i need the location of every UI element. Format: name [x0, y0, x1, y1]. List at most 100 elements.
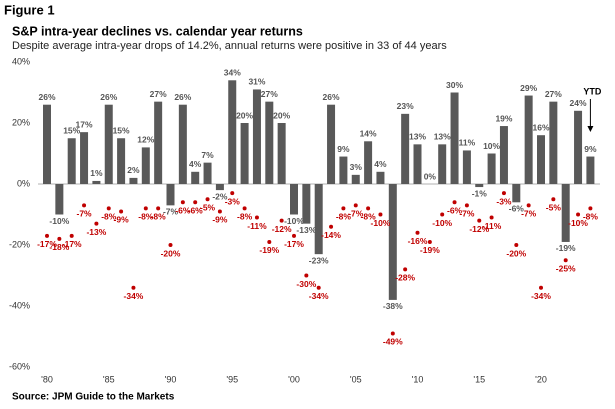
decline-dot: [156, 206, 161, 211]
bar: [178, 104, 187, 184]
decline-dot: [526, 203, 531, 208]
bar: [438, 144, 447, 184]
bar: [166, 184, 175, 206]
bar-label: 13%: [434, 132, 451, 142]
bar: [290, 184, 298, 215]
bar: [43, 104, 51, 184]
decline-label: -28%: [395, 273, 415, 283]
decline-dot: [69, 233, 74, 238]
bar: [129, 177, 138, 184]
decline-dot: [329, 224, 334, 229]
decline-label: -20%: [161, 248, 181, 258]
bar: [364, 141, 373, 184]
decline-dot: [316, 285, 321, 290]
decline-label: -3%: [496, 196, 512, 206]
decline-label: -19%: [259, 245, 279, 255]
bar-label: -7%: [163, 207, 179, 217]
decline-label: -6%: [447, 206, 463, 216]
decline-dot: [279, 218, 284, 223]
figure-label: Figure 1: [4, 2, 55, 17]
bar-label: 30%: [446, 80, 463, 90]
bar-label: 26%: [38, 92, 55, 102]
y-tick-label: 20%: [12, 117, 30, 127]
bar: [327, 104, 336, 184]
bar-label: -1%: [472, 188, 488, 198]
bar-label: 17%: [76, 119, 93, 129]
bar: [154, 101, 163, 184]
decline-dot: [501, 191, 506, 196]
bar: [141, 147, 150, 184]
bar-label: 26%: [323, 92, 340, 102]
decline-dot: [131, 285, 136, 290]
bar: [80, 132, 89, 184]
decline-dot: [180, 200, 185, 205]
decline-label: -9%: [114, 215, 130, 225]
decline-dot: [353, 203, 358, 208]
decline-label: -5%: [546, 203, 562, 213]
decline-dot: [254, 215, 259, 220]
x-tick-label: '90: [165, 374, 177, 384]
bar-label: 9%: [584, 144, 597, 154]
bar: [586, 156, 595, 184]
decline-dot: [390, 331, 395, 336]
decline-label: -11%: [247, 221, 267, 231]
chart-subtitle: Despite average intra-year drops of 14.2…: [12, 40, 447, 52]
decline-dot: [217, 209, 222, 214]
decline-label: -7%: [459, 209, 475, 219]
x-tick-label: '95: [226, 374, 238, 384]
bar-label: -2%: [212, 191, 228, 201]
decline-label: -10%: [568, 218, 588, 228]
decline-label: -8%: [237, 212, 253, 222]
bar-label: 23%: [397, 101, 414, 111]
decline-label: -20%: [506, 248, 526, 258]
y-tick-label: 0%: [17, 178, 30, 188]
x-tick-label: '05: [350, 374, 362, 384]
x-tick-label: '10: [412, 374, 424, 384]
decline-label: -17%: [62, 239, 82, 249]
decline-label: -34%: [309, 291, 329, 301]
bar-label: 27%: [150, 89, 167, 99]
decline-dot: [267, 239, 272, 244]
decline-dot: [193, 200, 198, 205]
decline-dot: [94, 221, 99, 226]
bar: [240, 123, 249, 184]
decline-dot: [403, 267, 408, 272]
decline-label: -8%: [583, 212, 599, 222]
decline-label: -34%: [531, 291, 551, 301]
decline-dot: [378, 212, 383, 217]
decline-dot: [514, 243, 519, 247]
bar: [549, 101, 558, 184]
decline-label: -13%: [86, 227, 106, 237]
decline-label: -34%: [124, 291, 144, 301]
bar: [215, 184, 224, 191]
bar-label: -13%: [296, 225, 316, 235]
bar: [561, 184, 570, 242]
bar: [413, 144, 422, 184]
decline-label: -8%: [101, 212, 117, 222]
bar-label: 0%: [424, 171, 437, 181]
bar: [92, 180, 101, 184]
bar: [376, 171, 385, 184]
chart-title: S&P intra-year declines vs. calendar yea…: [12, 24, 303, 38]
decline-label: -6%: [175, 206, 191, 216]
bar-label: 12%: [137, 135, 154, 145]
decline-dot: [464, 203, 469, 208]
bar: [67, 138, 76, 184]
decline-label: -8%: [336, 212, 352, 222]
decline-label: -5%: [200, 203, 216, 213]
decline-dot: [415, 230, 420, 235]
decline-label: -12%: [272, 224, 292, 234]
bar: [499, 126, 508, 184]
y-tick-label: -20%: [9, 239, 30, 249]
decline-label: -9%: [212, 215, 228, 225]
decline-label: -16%: [408, 236, 428, 246]
bar-label: 7%: [201, 150, 214, 160]
bar-label: 15%: [63, 126, 80, 136]
bar-label: 15%: [113, 126, 130, 136]
decline-label: -25%: [556, 264, 576, 274]
bar-label: 27%: [261, 89, 278, 99]
decline-label: -3%: [225, 196, 241, 206]
source: Source: JPM Guide to the Markets: [12, 392, 175, 403]
decline-label: -7%: [76, 209, 92, 219]
x-tick-label: '85: [103, 374, 115, 384]
